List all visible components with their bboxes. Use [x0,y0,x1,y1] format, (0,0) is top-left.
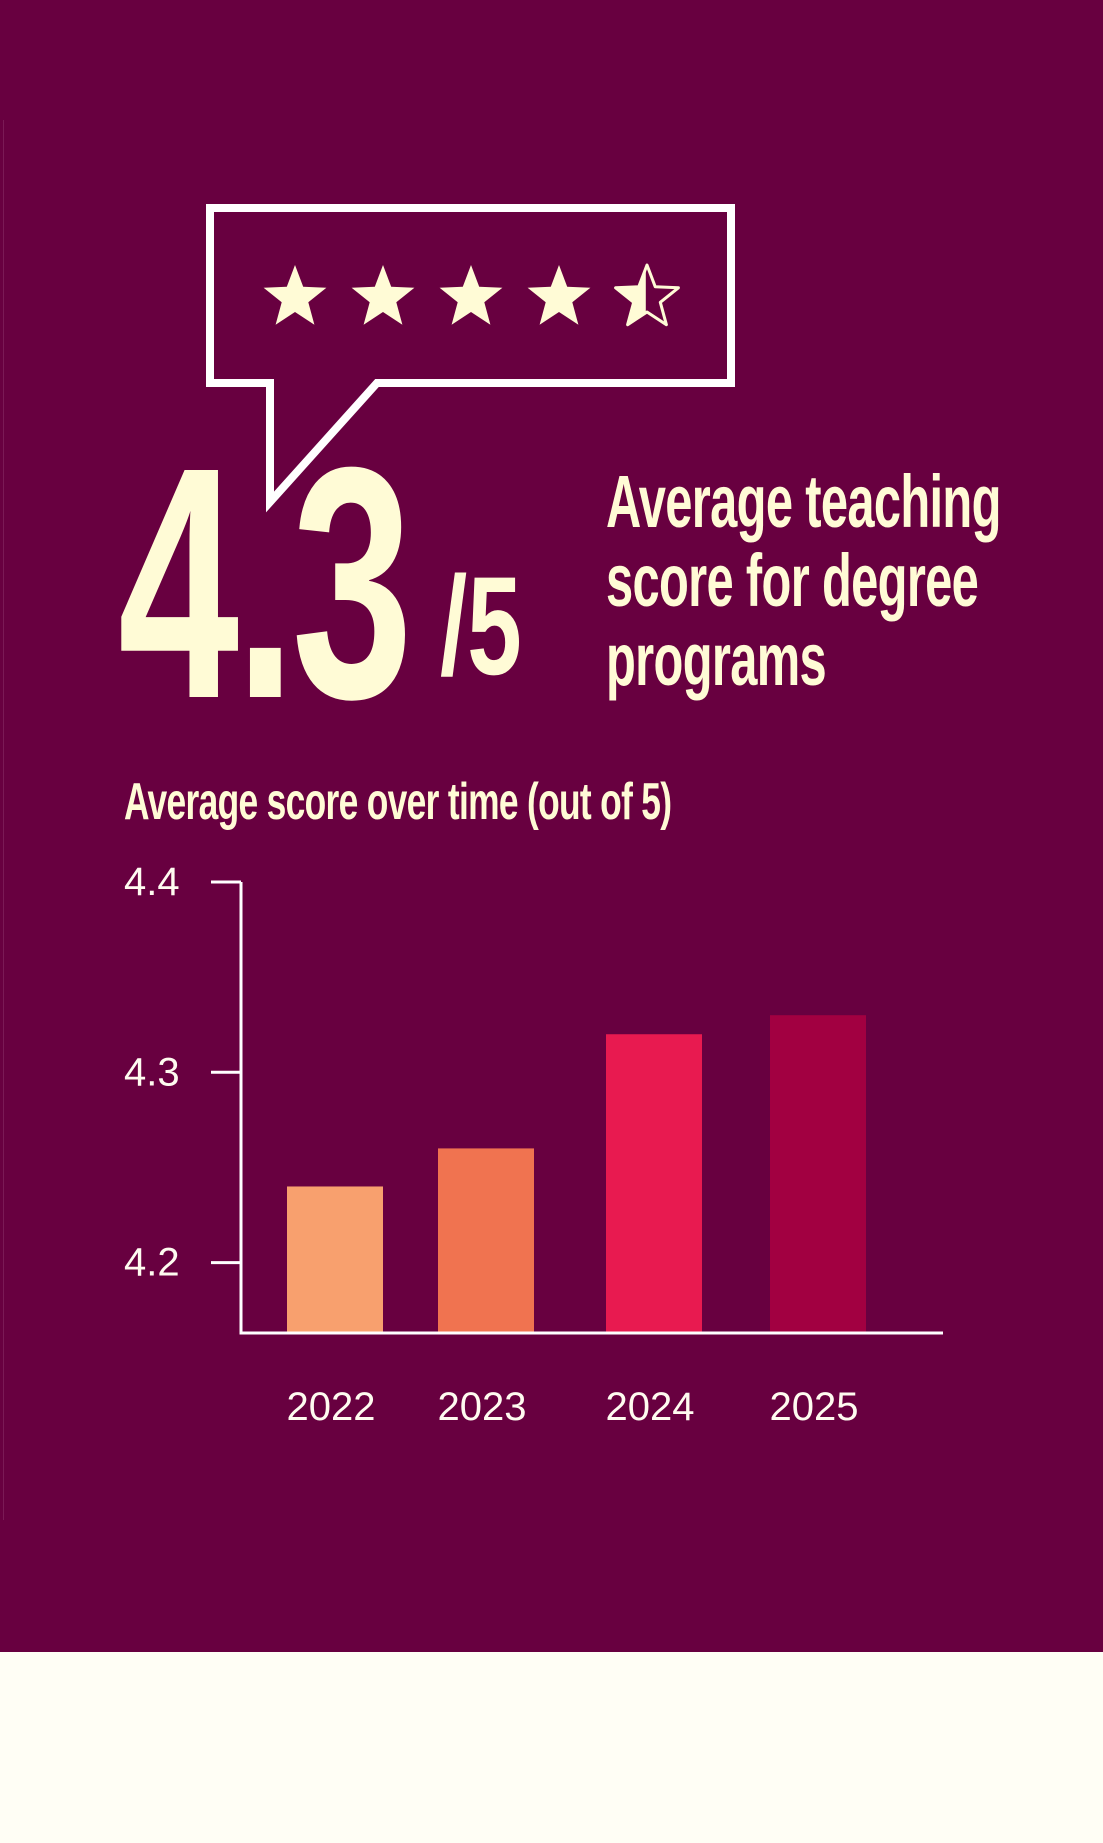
star-filled-icon [439,265,503,325]
x-tick-label: 2024 [606,1385,695,1429]
panel-edge-line [3,120,4,1520]
x-tick-label: 2025 [770,1385,859,1429]
caption-line-1: Average teaching [606,460,1001,543]
bar-2024 [606,1034,702,1332]
star-filled-icon [263,265,327,325]
caption-line-2: score for degree [606,539,979,622]
score-value: 4.3 [118,398,413,767]
bar-2023 [438,1148,534,1332]
rating-speech-bubble [206,204,735,513]
caption-line-3: programs [606,618,827,701]
score-caption: Average teaching score for degree progra… [606,462,1015,699]
y-tick-label: 4.3 [124,1050,180,1094]
bar-2022 [287,1186,383,1332]
x-tick-label: 2022 [287,1385,376,1429]
x-tick-label: 2023 [438,1385,527,1429]
speech-bubble-outline [206,204,735,513]
chart-title: Average score over time (out of 5) [124,773,672,831]
star-filled-icon [351,265,415,325]
y-tick-label: 4.4 [124,860,180,904]
average-score-display: 4.3 /5 [118,418,598,748]
bar-2025 [770,1015,866,1332]
y-tick-label: 4.2 [124,1241,180,1285]
score-bar-chart: 4.2 4.3 4.4 2022 2023 2024 2025 [124,860,943,1429]
infographic-panel: 4.3 /5 Average teaching score for degree… [0,0,1103,1652]
star-filled-icon [527,265,591,325]
score-out-of: /5 [440,547,522,704]
star-rating [263,263,680,327]
star-partial-icon [614,263,680,327]
